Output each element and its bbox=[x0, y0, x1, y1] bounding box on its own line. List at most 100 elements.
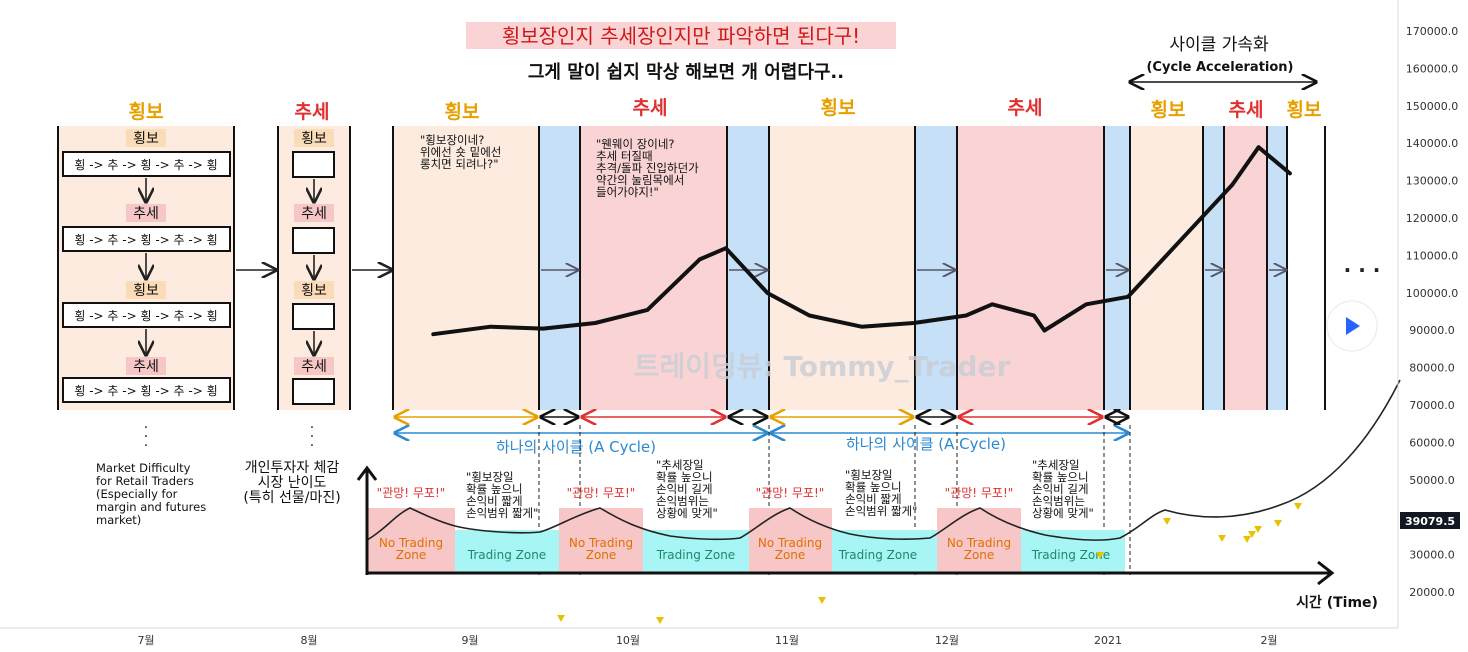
mid-dots-3: . bbox=[310, 434, 314, 450]
label-sideways-2: 횡보 bbox=[821, 97, 856, 119]
price-tick: 110000.0 bbox=[1406, 249, 1459, 262]
note-trend-tip-2: "추세장일 확률 높으니 손익비 길게 손익범위는 상황에 맞게" bbox=[1032, 458, 1094, 520]
pattern-text: 횡 -> 추 -> 횡 -> 추 -> 횡 bbox=[74, 384, 217, 398]
mid-tag: 추세 bbox=[301, 206, 327, 222]
time-tick: 11월 bbox=[775, 634, 799, 647]
price-tick: 50000.0 bbox=[1409, 474, 1455, 487]
price-line bbox=[431, 145, 1292, 337]
left-pattern-box bbox=[62, 151, 231, 177]
left-tag: 추세 bbox=[133, 359, 159, 375]
label-trend-3: 추세 bbox=[1229, 99, 1264, 121]
time-tick: 7월 bbox=[137, 634, 154, 647]
note-sideways-tip-1: "횡보장일 확률 높으니 손익비 짧게 손익범위 짧게" bbox=[466, 470, 538, 520]
no-trading-zone-label: No Trading Zone bbox=[758, 536, 822, 562]
difficulty-kr: 개인투자자 체감 시장 난이도 (특히 선물/마진) bbox=[243, 460, 340, 506]
label-sideways-1: 횡보 bbox=[445, 101, 480, 123]
time-tick: 10월 bbox=[616, 634, 640, 647]
price-tick: 170000.0 bbox=[1406, 25, 1459, 38]
left-tag-bg bbox=[126, 281, 166, 299]
mid-empty-box bbox=[292, 151, 335, 178]
left-tag-bg bbox=[126, 357, 166, 375]
note-trend-tip-1: "추세장일 확률 높으니 손익비 길게 손익범위는 상황에 맞게" bbox=[656, 458, 718, 520]
mid-tag: 추세 bbox=[301, 359, 327, 375]
zone-labels: "관망! 무포!" No Trading Zone "관망! 무포!" No Tradi… bbox=[377, 486, 1111, 562]
mid-tag-bg bbox=[294, 281, 334, 299]
panic-label: "관망! 무포!" bbox=[756, 486, 825, 500]
price-axis: 170000.0 160000.0 150000.0 140000.0 130000.0… bbox=[1406, 25, 1459, 599]
current-price-tag bbox=[1400, 512, 1460, 529]
price-tick: 150000.0 bbox=[1406, 100, 1459, 113]
left-tag: 횡보 bbox=[133, 283, 159, 299]
note-sideways-question: "횡보장이네? 위에선 숏 밑에선 롱치면 되려나?" bbox=[420, 133, 501, 171]
scroll-forward-button[interactable] bbox=[1326, 300, 1378, 352]
label-trend-1: 추세 bbox=[633, 97, 668, 119]
accel-title: 사이클 가속화 bbox=[1169, 35, 1269, 55]
mid-empty-box bbox=[292, 378, 335, 405]
left-tag-bg bbox=[126, 129, 166, 147]
left-tag: 횡보 bbox=[133, 131, 159, 147]
time-tick: 8월 bbox=[300, 634, 317, 647]
price-tick: 120000.0 bbox=[1406, 212, 1459, 225]
price-tick: 100000.0 bbox=[1406, 287, 1459, 300]
band-notes: "횡보장이네? 위에선 숏 밑에선 롱치면 되려나?" "웬웨이 장이네? 추세 터질때… bbox=[420, 133, 1094, 520]
time-tick: 9월 bbox=[461, 634, 478, 647]
label-sideways-left: 횡보 bbox=[129, 101, 164, 123]
price-tick: 160000.0 bbox=[1406, 62, 1459, 75]
left-dots: . bbox=[144, 416, 148, 432]
cycle-label-1: 하나의 사이클 (A Cycle) bbox=[496, 438, 656, 456]
left-pattern-box bbox=[62, 302, 231, 328]
price-tick: 90000.0 bbox=[1409, 324, 1455, 337]
no-trading-zone-label: No Trading Zone bbox=[569, 536, 633, 562]
mid-tag-bg bbox=[294, 129, 334, 147]
mid-tag-bg bbox=[294, 204, 334, 222]
label-sideways-3: 횡보 bbox=[1151, 99, 1186, 121]
page-subtitle: 그게 말이 쉽지 막상 해보면 개 어렵다구.. bbox=[528, 62, 844, 83]
time-axis-arrowhead bbox=[1317, 560, 1335, 586]
label-trend-mid: 추세 bbox=[295, 101, 330, 123]
dashed-guides bbox=[538, 425, 1131, 575]
left-tag: 추세 bbox=[133, 206, 159, 222]
left-pattern-box bbox=[62, 226, 231, 252]
price-tick: 60000.0 bbox=[1409, 436, 1455, 449]
no-trading-zone-label: No Trading Zone bbox=[947, 536, 1011, 562]
difficulty-y-arrowhead bbox=[356, 465, 378, 481]
left-pattern-box bbox=[62, 377, 231, 403]
page-title: 횡보장인지 추세장인지만 파악하면 된다구! bbox=[502, 24, 860, 48]
mid-empty-box bbox=[292, 303, 335, 330]
panic-label: "관망! 무포!" bbox=[567, 486, 636, 500]
price-tick: 80000.0 bbox=[1409, 362, 1455, 375]
left-tag-bg bbox=[126, 204, 166, 222]
watermark: 트레이딩뷰: Tommy_Trader bbox=[634, 350, 1011, 383]
panic-label: "관망! 무포!" bbox=[377, 486, 446, 500]
title-highlight bbox=[466, 22, 896, 49]
yellow-markers bbox=[557, 503, 1302, 624]
pattern-text: 횡 -> 추 -> 횡 -> 추 -> 횡 bbox=[74, 233, 217, 247]
label-trend-2: 추세 bbox=[1008, 97, 1043, 119]
difficulty-curve bbox=[366, 379, 1401, 541]
price-tick: 20000.0 bbox=[1409, 586, 1455, 599]
more-dots: · · · bbox=[1344, 258, 1381, 282]
trading-zone-label: Trading Zone bbox=[656, 548, 735, 562]
note-sideways-tip-2: "횡보장일 확률 높으니 손익비 짧게 손익범위 짧게" bbox=[845, 468, 917, 518]
time-tick: 12월 bbox=[935, 634, 959, 647]
regime-labels-main: 횡보 추세 횡보 추세 횡보 추세 횡보 bbox=[445, 97, 1322, 123]
price-tick: 70000.0 bbox=[1409, 399, 1455, 412]
trading-zone-label: Trading Zone bbox=[467, 548, 546, 562]
pattern-text: 횡 -> 추 -> 횡 -> 추 -> 횡 bbox=[74, 158, 217, 172]
mid-tag: 횡보 bbox=[301, 283, 327, 299]
pattern-text: 횡 -> 추 -> 횡 -> 추 -> 횡 bbox=[74, 309, 217, 323]
trading-zone-label: Trading Zone bbox=[838, 548, 917, 562]
no-trading-zone-label: No Trading Zone bbox=[379, 536, 443, 562]
trading-zone-label: Trading Zone bbox=[1031, 548, 1110, 562]
label-sideways-4: 횡보 bbox=[1287, 99, 1322, 121]
difficulty-text: Market Difficulty for Retail Traders (Espe… bbox=[96, 460, 341, 527]
mid-tag: 횡보 bbox=[301, 131, 327, 147]
cycle-label-2: 하나의 사이클 (A Cycle) bbox=[846, 435, 1006, 453]
price-tick: 140000.0 bbox=[1406, 137, 1459, 150]
current-price-value: 39079.5 bbox=[1405, 515, 1455, 528]
time-axis: 7월 8월 9월 10월 11월 12월 2021 2월 bbox=[137, 634, 1277, 647]
time-tick: 2월 bbox=[1260, 634, 1277, 647]
price-tick: 130000.0 bbox=[1406, 175, 1459, 188]
mid-tag-bg bbox=[294, 357, 334, 375]
